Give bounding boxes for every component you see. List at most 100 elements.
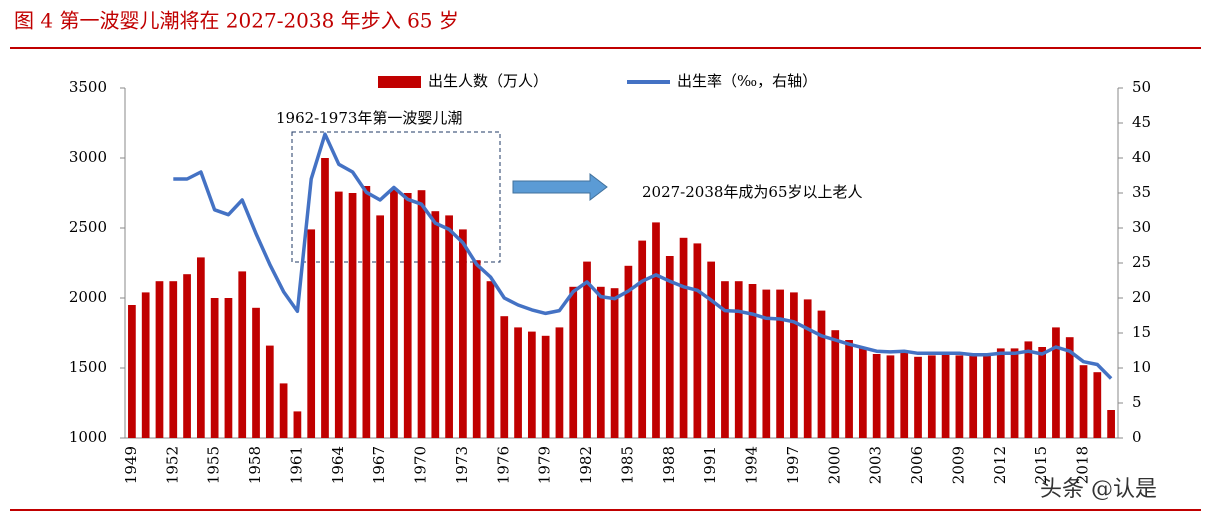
y-tick-label: 2500 — [69, 218, 107, 236]
x-tick-label: 1997 — [784, 446, 802, 484]
bar — [748, 284, 757, 438]
x-tick-label: 1976 — [494, 446, 512, 484]
x-tick-label: 2009 — [949, 446, 967, 484]
y2-tick-label: 5 — [1132, 393, 1142, 411]
bar — [293, 411, 302, 438]
bar — [514, 327, 522, 438]
y-tick-label: 1000 — [69, 428, 107, 446]
annotation: 2027-2038年成为65岁以上老人 — [642, 183, 863, 201]
y2-tick-label: 30 — [1132, 218, 1151, 236]
bar — [500, 316, 509, 438]
y2-tick-label: 25 — [1132, 253, 1151, 271]
bar — [1010, 348, 1019, 438]
x-tick-label: 2018 — [1074, 446, 1092, 484]
bar — [1024, 341, 1033, 438]
bar — [445, 215, 453, 438]
bar — [596, 286, 605, 438]
bar — [541, 335, 550, 438]
x-tick-label: 1988 — [660, 446, 678, 484]
x-tick-label: 1961 — [287, 446, 305, 484]
bar — [1038, 347, 1047, 438]
bar — [941, 352, 950, 438]
x-tick-label: 1979 — [536, 446, 554, 484]
legend-label: 出生率（‰，右轴） — [677, 72, 817, 90]
bar — [431, 211, 440, 438]
bar — [693, 243, 702, 438]
x-tick-label: 1982 — [577, 446, 595, 484]
y-tick-label: 2000 — [69, 288, 107, 306]
x-tick-label: 1985 — [618, 446, 636, 484]
bar — [252, 307, 260, 438]
x-tick-label: 1955 — [205, 446, 223, 484]
bar — [169, 281, 178, 438]
bar — [927, 355, 936, 438]
x-tick-label: 1949 — [122, 446, 140, 484]
legend-swatch — [378, 76, 421, 88]
bar — [762, 289, 771, 438]
y2-tick-label: 35 — [1132, 183, 1151, 201]
y2-tick-label: 50 — [1132, 78, 1151, 96]
bar — [362, 186, 371, 438]
x-tick-label: 2006 — [908, 446, 926, 484]
bar — [803, 299, 812, 438]
legend-label: 出生人数（万人） — [428, 72, 548, 90]
bar — [914, 356, 922, 438]
bar — [983, 354, 991, 438]
bar — [1107, 410, 1115, 438]
bar — [265, 345, 274, 438]
x-tick-label: 1994 — [743, 446, 761, 484]
bar — [210, 298, 219, 438]
bar — [790, 292, 798, 438]
bar — [196, 257, 205, 438]
bar — [583, 261, 591, 438]
bar — [183, 274, 191, 438]
bar — [900, 351, 909, 438]
annotation: 1962-1973年第一波婴儿潮 — [276, 109, 462, 127]
bar — [238, 271, 247, 438]
bar — [872, 354, 881, 438]
bar — [886, 355, 895, 438]
x-tick-label: 2012 — [991, 446, 1009, 484]
y2-tick-label: 45 — [1132, 113, 1151, 131]
bar — [472, 260, 481, 438]
y-tick-label: 3500 — [69, 78, 107, 96]
bar — [486, 281, 495, 438]
x-tick-label: 1991 — [701, 446, 719, 484]
bar — [1093, 372, 1102, 438]
x-tick-label: 1958 — [246, 446, 264, 484]
bar — [417, 190, 426, 438]
bar — [334, 191, 343, 438]
bar — [652, 222, 660, 438]
bar — [638, 240, 647, 438]
bar — [348, 193, 357, 438]
chart-title: 图 4 第一波婴儿潮将在 2027-2038 年步入 65 岁 — [14, 9, 459, 33]
bar — [624, 265, 633, 438]
bar — [707, 261, 716, 438]
bar — [996, 348, 1005, 438]
bar — [831, 330, 840, 438]
bar — [955, 355, 964, 438]
bar — [155, 281, 164, 438]
y2-tick-label: 10 — [1132, 358, 1151, 376]
bar — [128, 305, 136, 438]
x-tick-label: 1964 — [329, 446, 347, 484]
bar — [141, 292, 150, 438]
bar — [679, 237, 688, 438]
bar — [1052, 327, 1060, 438]
y2-tick-label: 15 — [1132, 323, 1151, 341]
bar — [610, 288, 619, 438]
x-tick-label: 2015 — [1032, 446, 1050, 484]
bar — [569, 286, 578, 438]
y-tick-label: 3000 — [69, 148, 107, 166]
bar — [1079, 365, 1088, 438]
arrow — [512, 172, 608, 202]
y2-tick-label: 0 — [1132, 428, 1142, 446]
bar — [459, 229, 467, 438]
bar — [307, 229, 316, 438]
line — [173, 132, 1113, 380]
bar — [279, 383, 288, 438]
x-tick-label: 2003 — [867, 446, 885, 484]
bar — [321, 158, 329, 438]
bar — [527, 331, 536, 438]
